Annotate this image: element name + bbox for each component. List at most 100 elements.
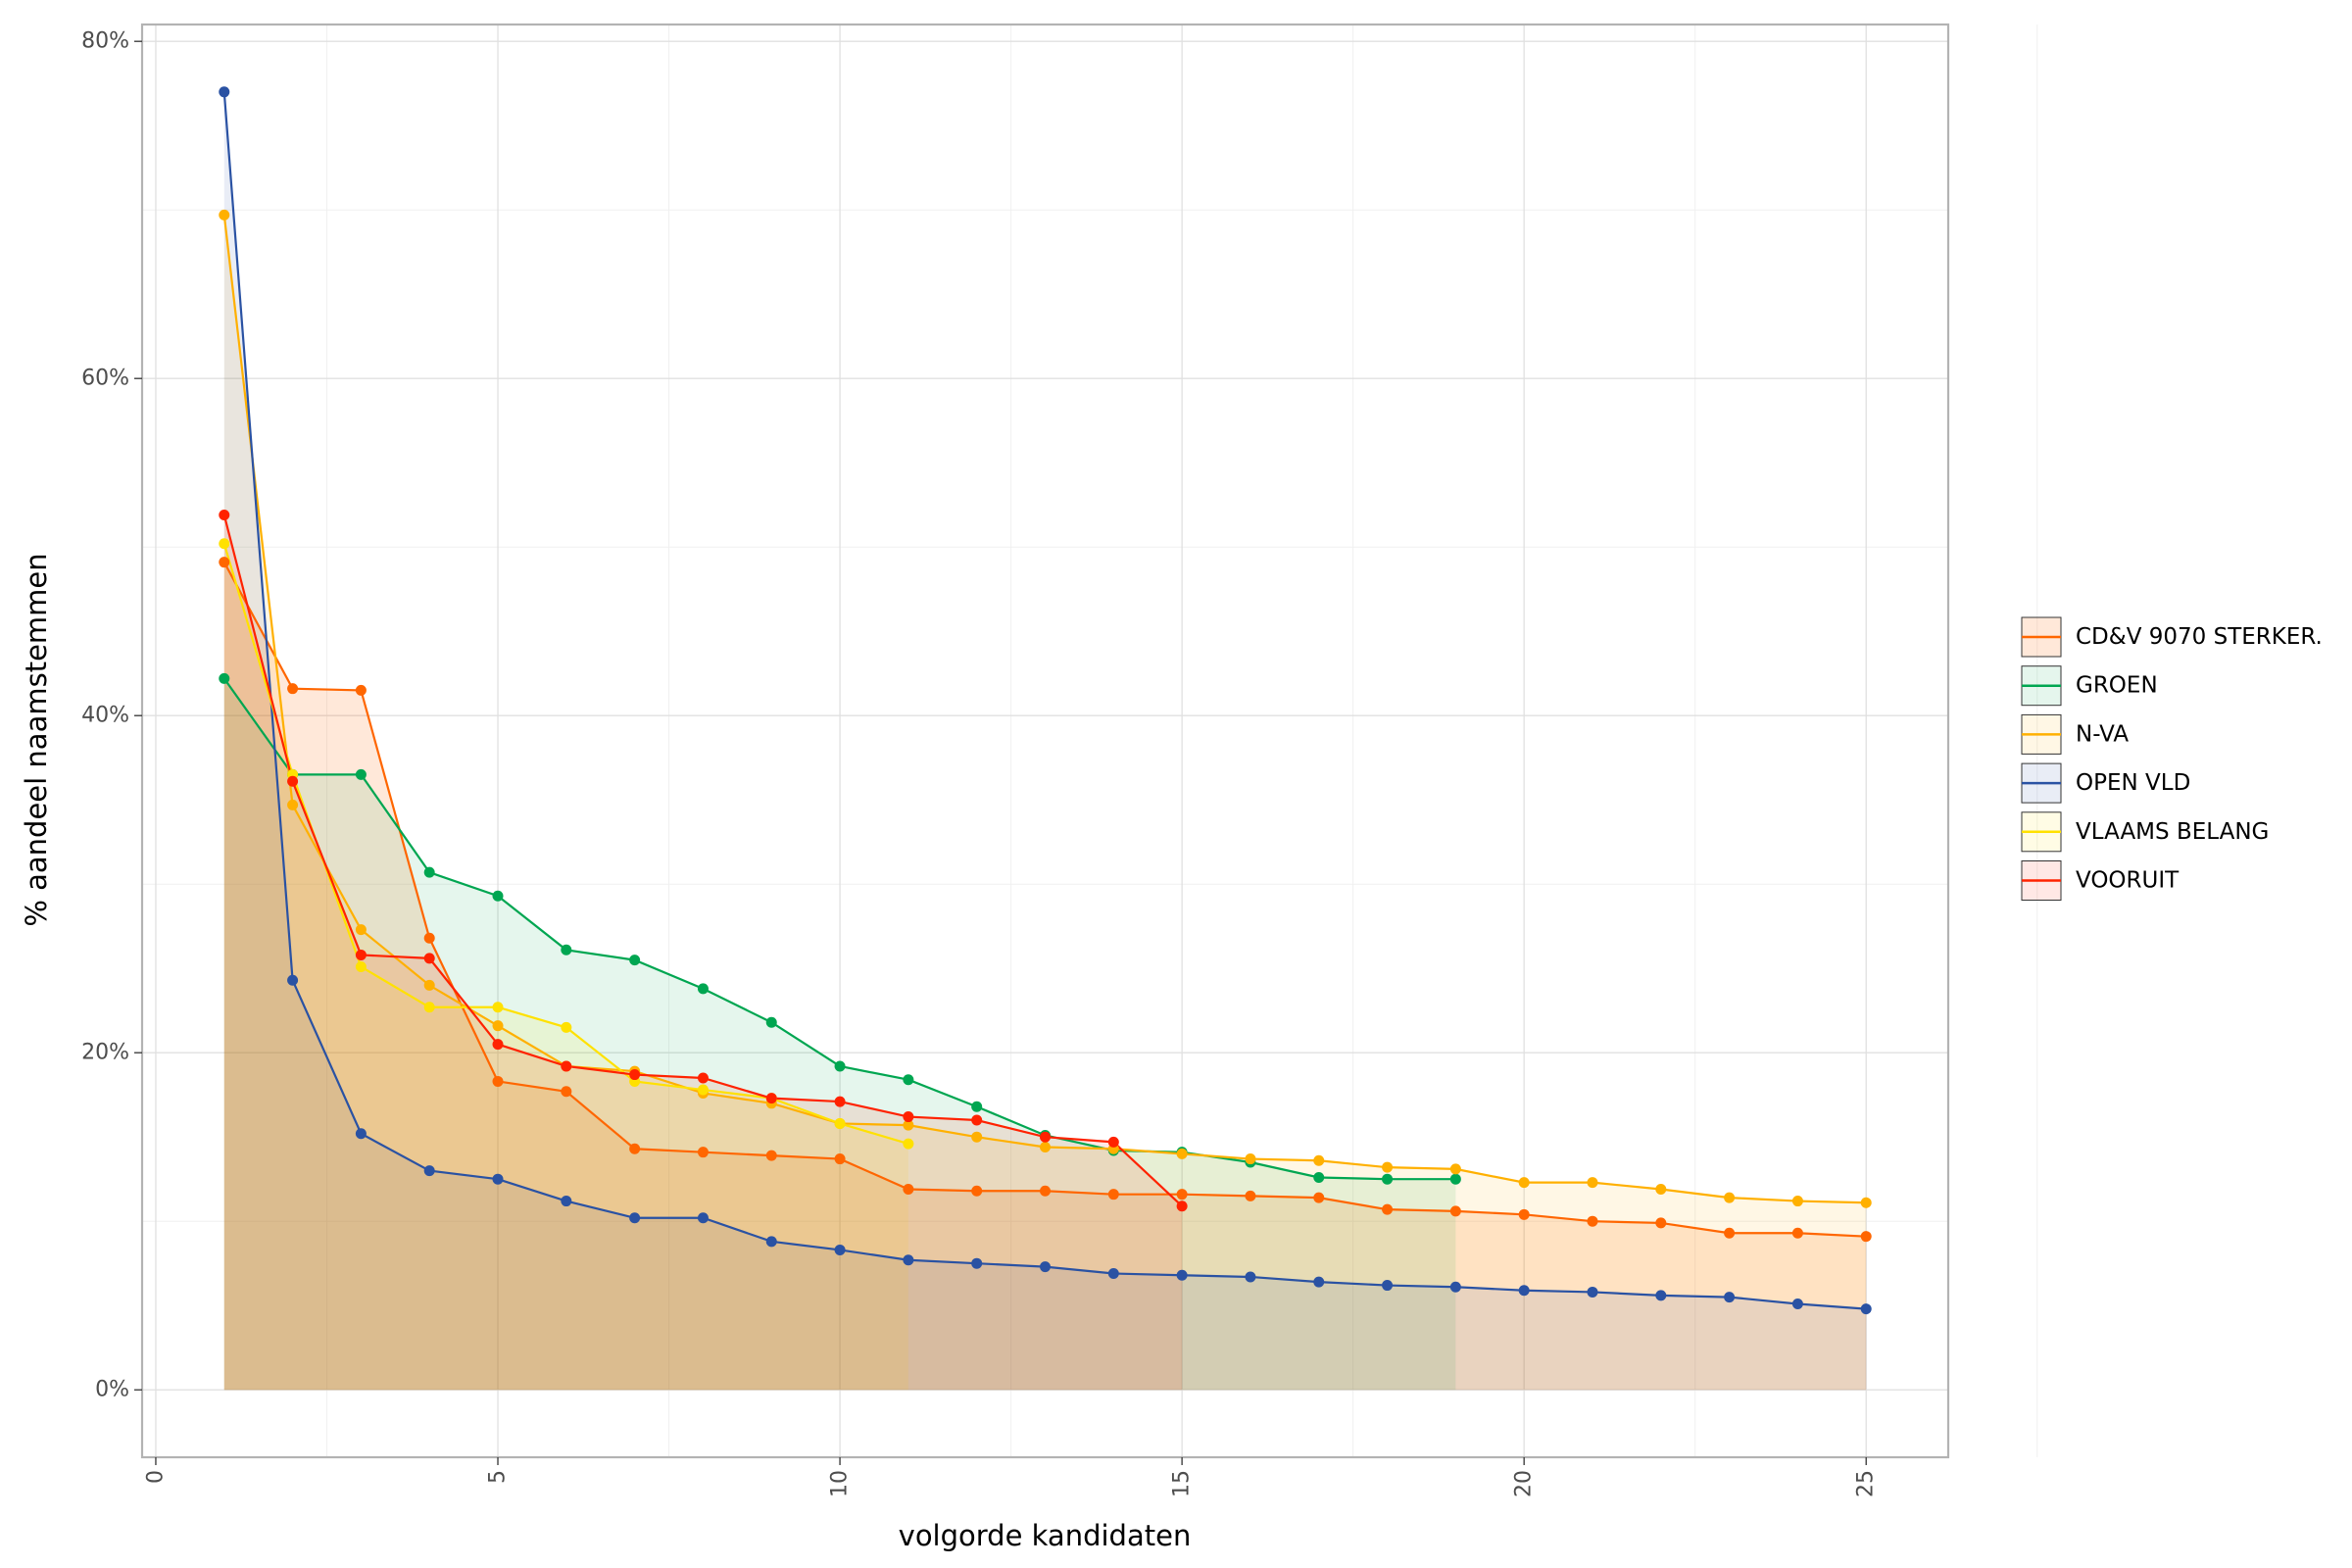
y-tick-label: 0% (95, 1378, 129, 1402)
legend-item-vlaams-belang: VLAAMS BELANG (2021, 811, 2269, 853)
point-cd-v-9070-sterker (697, 1147, 709, 1158)
point-open-vld (1449, 1281, 1461, 1293)
legend-label-groen: GROEN (2076, 673, 2158, 699)
point-open-vld (1791, 1298, 1803, 1309)
point-open-vld (287, 974, 299, 986)
legend-item-vooruit: VOORUIT (2021, 860, 2180, 901)
point-cd-v-9070-sterker (1587, 1215, 1598, 1227)
point-groen (903, 1074, 914, 1086)
point-vooruit (971, 1114, 983, 1126)
point-open-vld (1518, 1285, 1530, 1297)
point-n-va (1449, 1163, 1461, 1175)
point-cd-v-9070-sterker (765, 1150, 777, 1161)
point-cd-v-9070-sterker (1382, 1203, 1394, 1215)
point-cd-v-9070-sterker (1860, 1231, 1872, 1243)
point-vooruit (561, 1060, 572, 1072)
point-vooruit (423, 953, 435, 964)
point-n-va (1313, 1154, 1325, 1166)
point-groen (1313, 1171, 1325, 1183)
point-vlaams-belang (423, 1002, 435, 1013)
x-tick-label: 25 (1854, 1470, 1879, 1497)
point-vooruit (1176, 1200, 1188, 1212)
point-open-vld (903, 1254, 914, 1266)
point-open-vld (355, 1128, 367, 1140)
point-vooruit (629, 1069, 641, 1081)
point-open-vld (834, 1244, 846, 1255)
point-cd-v-9070-sterker (1449, 1205, 1461, 1217)
legend: CD&V 9070 STERKER. GROEN N-VA OPEN VLD VLAAM… (2021, 616, 2323, 901)
point-cd-v-9070-sterker (629, 1143, 641, 1154)
point-cd-v-9070-sterker (1176, 1189, 1188, 1200)
y-tick-label: 40% (81, 704, 129, 728)
point-n-va (1245, 1153, 1256, 1165)
point-groen (971, 1101, 983, 1112)
area-groen (223, 678, 1456, 1391)
point-vooruit (834, 1096, 846, 1107)
y-tick-label: 20% (81, 1041, 129, 1065)
point-groen (1449, 1173, 1461, 1185)
point-vlaams-belang (903, 1138, 914, 1150)
point-cd-v-9070-sterker (492, 1075, 504, 1087)
area-n-va (223, 215, 1867, 1391)
point-open-vld (492, 1173, 504, 1185)
point-open-vld (1655, 1290, 1667, 1301)
point-n-va (971, 1131, 983, 1143)
point-n-va (1724, 1192, 1736, 1203)
point-n-va (1040, 1142, 1051, 1153)
point-cd-v-9070-sterker (355, 684, 367, 696)
point-cd-v-9070-sterker (834, 1153, 846, 1165)
grid-major (142, 24, 1948, 1457)
legend-item-cd-v-9070-sterker: CD&V 9070 STERKER. (2021, 616, 2323, 658)
point-n-va (287, 799, 299, 810)
point-cd-v-9070-sterker (903, 1184, 914, 1196)
point-open-vld (1587, 1286, 1598, 1298)
x-tick-label: 20 (1512, 1470, 1537, 1497)
point-cd-v-9070-sterker (1107, 1189, 1119, 1200)
point-groen (1382, 1173, 1394, 1185)
point-vooruit (1040, 1131, 1051, 1143)
point-cd-v-9070-sterker (1791, 1227, 1803, 1239)
point-open-vld (1860, 1303, 1872, 1315)
point-open-vld (765, 1236, 777, 1248)
point-vlaams-belang (697, 1084, 709, 1096)
legend-item-n-va: N-VA (2021, 713, 2129, 755)
point-cd-v-9070-sterker (423, 932, 435, 944)
point-open-vld (1382, 1280, 1394, 1292)
point-vooruit (492, 1039, 504, 1051)
point-cd-v-9070-sterker (1724, 1227, 1736, 1239)
point-vlaams-belang (219, 538, 230, 550)
x-axis-title: volgorde kandidaten (899, 1519, 1192, 1552)
legend-item-groen: GROEN (2021, 665, 2158, 707)
point-vooruit (1107, 1136, 1119, 1148)
x-tick-label: 15 (1170, 1470, 1195, 1497)
area-vlaams-belang (223, 543, 908, 1391)
point-n-va (1176, 1148, 1188, 1159)
point-groen (561, 944, 572, 956)
plot-panel-border (140, 23, 1950, 1459)
point-groen (834, 1060, 846, 1072)
point-n-va (423, 979, 435, 991)
point-open-vld (629, 1212, 641, 1224)
point-cd-v-9070-sterker (1040, 1185, 1051, 1197)
point-cd-v-9070-sterker (1313, 1192, 1325, 1203)
point-cd-v-9070-sterker (1245, 1190, 1256, 1201)
point-vooruit (355, 949, 367, 960)
point-open-vld (1724, 1292, 1736, 1303)
point-vlaams-belang (492, 1002, 504, 1013)
point-n-va (492, 1020, 504, 1032)
point-open-vld (423, 1165, 435, 1177)
point-vooruit (219, 510, 230, 521)
point-open-vld (1040, 1261, 1051, 1273)
grid-minor (142, 24, 2038, 1457)
series-areas (223, 91, 1867, 1391)
point-vooruit (765, 1093, 777, 1104)
x-tick-label: 10 (828, 1470, 853, 1497)
point-groen (423, 866, 435, 878)
point-groen (355, 768, 367, 780)
point-groen (697, 983, 709, 995)
point-cd-v-9070-sterker (1518, 1208, 1530, 1220)
y-tick-label: 80% (81, 29, 129, 54)
point-vooruit (287, 775, 299, 787)
point-open-vld (1176, 1269, 1188, 1281)
